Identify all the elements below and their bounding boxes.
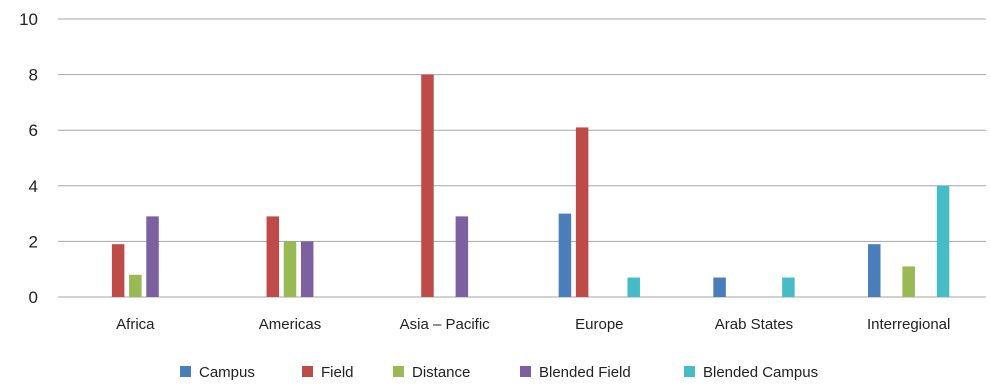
bar-blended-campus <box>627 277 640 297</box>
bar-distance <box>902 266 915 297</box>
legend-swatch <box>393 366 404 377</box>
x-category-label: Africa <box>116 316 155 333</box>
y-tick-labels: 0 2 4 6 8 10 <box>19 10 38 307</box>
x-category-label: Arab States <box>715 316 793 333</box>
x-category-label: Asia – Pacific <box>400 316 491 333</box>
bar-field <box>575 127 589 297</box>
y-tick-label: 10 <box>19 10 38 29</box>
bar-field <box>266 216 280 297</box>
y-tick-label: 2 <box>29 232 38 251</box>
legend-swatch <box>180 366 191 377</box>
legend-item: Blended Field <box>520 364 631 381</box>
bar-blended-field <box>455 216 469 297</box>
bar-campus <box>558 213 572 297</box>
y-tick-label: 6 <box>29 121 38 140</box>
bar-field <box>421 74 434 297</box>
legend-label: Blended Campus <box>703 364 818 381</box>
x-category-label: Americas <box>259 316 322 333</box>
y-tick-label: 0 <box>29 288 38 307</box>
bar-blended-field <box>300 241 314 297</box>
bar-campus <box>713 277 726 297</box>
legend-swatch <box>302 366 313 377</box>
bar-blended-campus <box>782 277 795 297</box>
legend-swatch <box>684 366 695 377</box>
legend-item: Distance <box>393 364 470 381</box>
bar-blended-campus <box>936 185 950 297</box>
bars <box>111 74 950 297</box>
legend: Campus Field Distance Blended Field Blended … <box>180 364 818 381</box>
y-tick-label: 8 <box>29 66 38 85</box>
legend-swatch <box>520 366 531 377</box>
bar-campus <box>868 244 881 297</box>
legend-label: Field <box>321 364 354 381</box>
legend-item: Field <box>302 364 354 381</box>
bar-field <box>111 244 125 297</box>
legend-label: Campus <box>199 364 255 381</box>
legend-item: Campus <box>180 364 255 381</box>
legend-label: Blended Field <box>539 364 631 381</box>
y-tick-label: 4 <box>29 177 38 196</box>
legend-label: Distance <box>412 364 470 381</box>
legend-item: Blended Campus <box>684 364 818 381</box>
x-category-label: Europe <box>575 316 623 333</box>
gridlines <box>58 18 986 298</box>
bar-distance <box>129 274 142 297</box>
x-category-label: Interregional <box>867 316 950 333</box>
bar-blended-field <box>146 216 159 297</box>
bar-distance <box>283 241 297 297</box>
